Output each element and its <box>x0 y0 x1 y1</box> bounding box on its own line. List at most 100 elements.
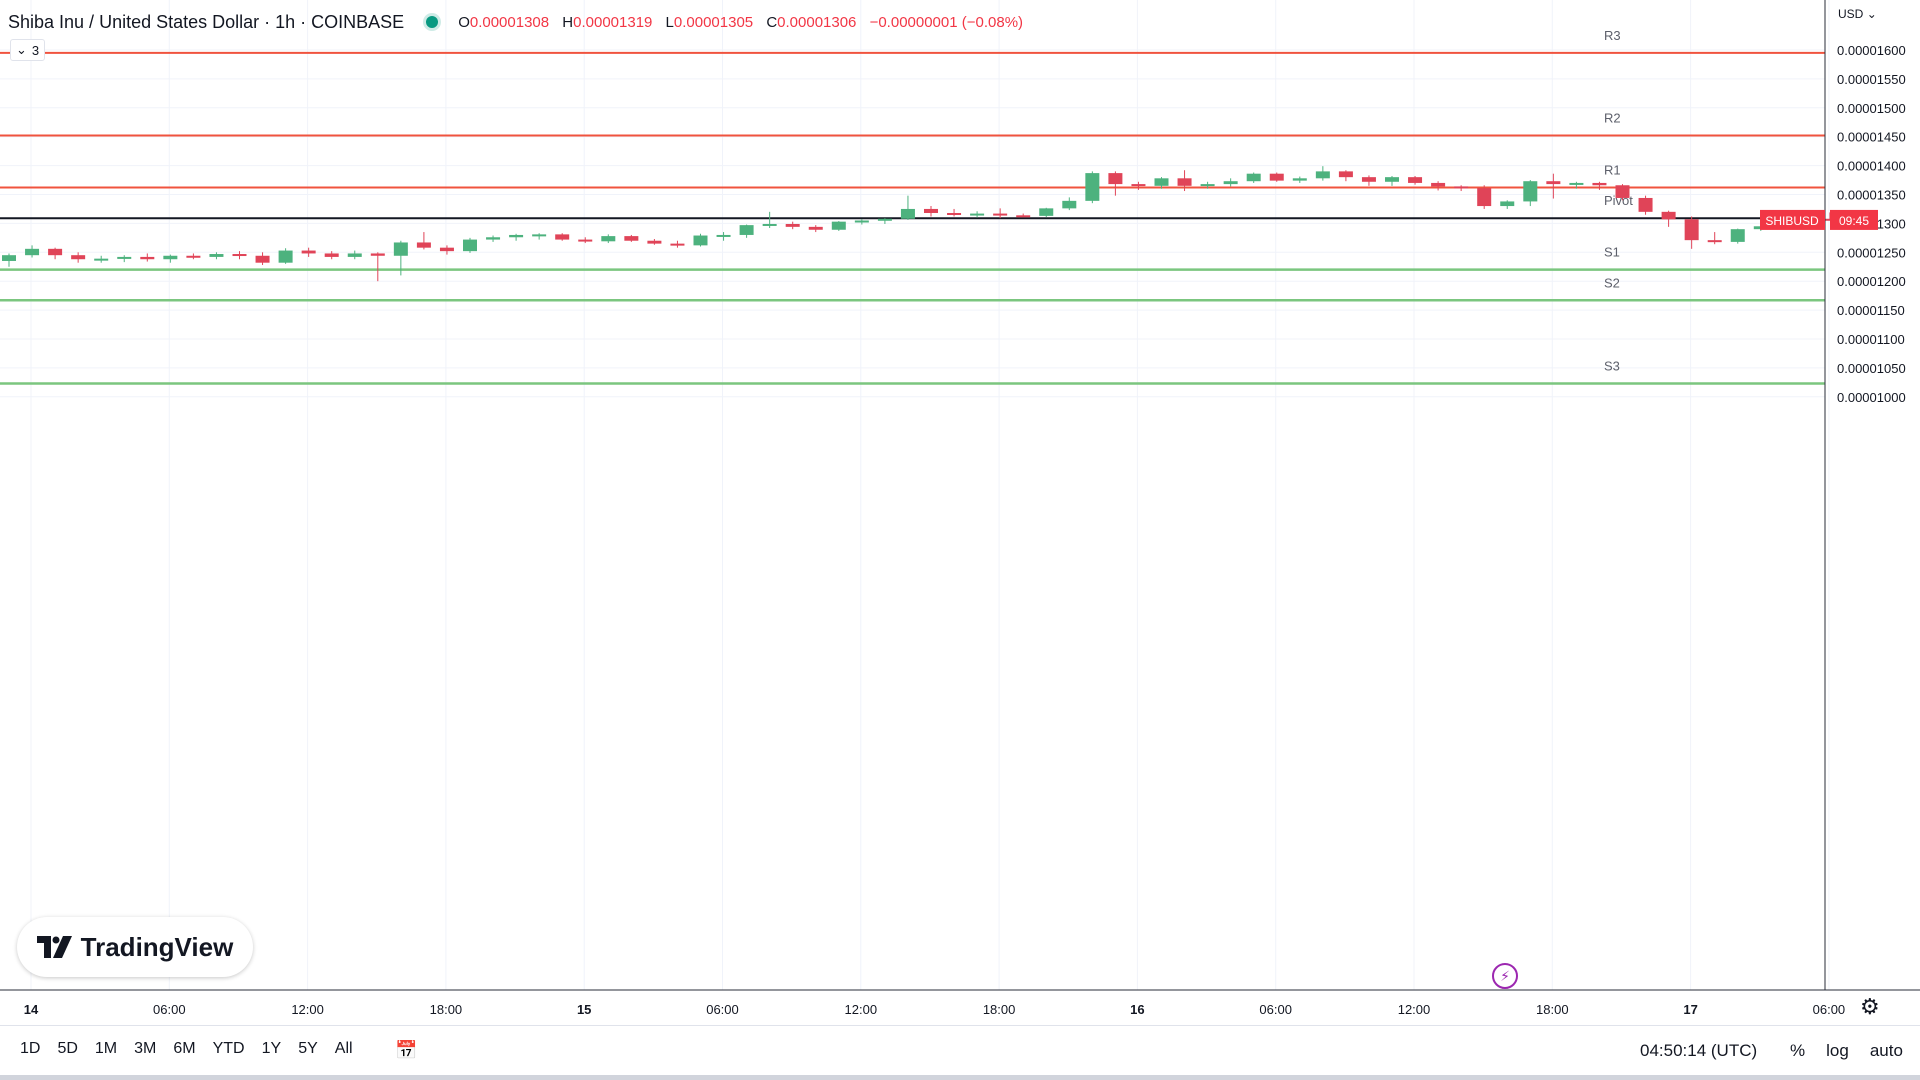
candle-body <box>1177 178 1192 186</box>
candle-body <box>1822 218 1837 221</box>
price-tick-label: 0.00001000 <box>1837 390 1906 405</box>
candle-body <box>1085 173 1100 201</box>
candle-body <box>1131 184 1146 187</box>
candle-body <box>578 239 593 242</box>
range-1d-button[interactable]: 1D <box>20 1040 41 1057</box>
gear-icon[interactable]: ⚙ <box>1860 994 1880 1019</box>
range-5y-button[interactable]: 5Y <box>298 1040 318 1057</box>
range-1m-button[interactable]: 1M <box>94 1040 118 1057</box>
candle-body <box>1246 173 1261 182</box>
candle-body <box>877 218 892 221</box>
time-tick-label: 12:00 <box>291 1002 324 1017</box>
time-tick-label: 18:00 <box>983 1002 1016 1017</box>
candle-body <box>1730 229 1745 242</box>
high-key: H <box>562 13 574 31</box>
candle-body <box>555 234 570 240</box>
candle-body <box>854 220 869 223</box>
candle-body <box>1385 177 1399 182</box>
tradingview-logo[interactable]: TradingView <box>17 917 253 977</box>
candle-body <box>347 253 362 257</box>
ticker-label: SHIBUSD <box>1765 214 1819 228</box>
time-tick-label: 12:00 <box>845 1002 878 1017</box>
price-tick-label: 0.00001050 <box>1837 361 1906 376</box>
range-all-button[interactable]: All <box>334 1040 353 1057</box>
candle-body <box>2 255 16 261</box>
candle-body <box>1408 177 1423 183</box>
price-tick-label: 0.00001250 <box>1837 245 1906 260</box>
log-scale-button[interactable]: log <box>1826 1041 1849 1060</box>
price-tick-label: 0.00001600 <box>1837 43 1906 58</box>
candle-body <box>1546 181 1561 185</box>
lightning-icon[interactable]: ⚡ <box>1492 963 1518 989</box>
candle-body <box>393 242 408 256</box>
candle-body <box>1200 184 1215 187</box>
candle-body <box>232 254 247 257</box>
percent-scale-button[interactable]: % <box>1790 1041 1806 1060</box>
candle-body <box>209 254 224 257</box>
candle-body <box>1569 182 1584 185</box>
candle-body <box>117 256 132 259</box>
indicator-count: 3 <box>31 42 40 58</box>
level-label-r3: R3 <box>1604 28 1621 43</box>
level-label-s3: S3 <box>1604 358 1620 373</box>
candle-body <box>624 236 639 241</box>
candle-body <box>716 234 731 237</box>
candle-body <box>601 236 616 242</box>
candle-body <box>1338 171 1353 178</box>
time-tick-label: 06:00 <box>1259 1002 1292 1017</box>
price-tick-label: 0.00001500 <box>1837 101 1906 116</box>
time-tick-label: 06:00 <box>706 1002 739 1017</box>
candle-body <box>1592 182 1607 186</box>
candle-body <box>1615 185 1630 198</box>
indicators-toggle[interactable]: ⌄ 3 <box>10 39 46 61</box>
range-ytd-button[interactable]: YTD <box>212 1040 245 1057</box>
time-tick-label: 18:00 <box>430 1002 463 1017</box>
range-6m-button[interactable]: 6M <box>173 1040 196 1057</box>
candle-body <box>1638 197 1653 212</box>
range-3m-button[interactable]: 3M <box>134 1040 157 1057</box>
candle-body <box>48 248 63 256</box>
candle-body <box>1062 200 1077 209</box>
candle-body <box>416 242 431 248</box>
candle-body <box>1500 201 1515 207</box>
candle-body <box>1108 173 1123 185</box>
price-tick-label: 0.00001550 <box>1837 72 1906 87</box>
range-1y-button[interactable]: 1Y <box>261 1040 282 1057</box>
candle-body <box>670 243 685 246</box>
chevron-down-icon: ⌄ <box>1866 7 1877 21</box>
time-tick-label: 18:00 <box>1536 1002 1569 1017</box>
axes: 0.00001600 0.00001550 0.00001500 0.00001450… <box>0 0 1920 1017</box>
candle-body <box>1523 181 1538 202</box>
candle-body <box>1154 178 1169 186</box>
currency-selector[interactable]: USD ⌄ <box>1838 7 1877 21</box>
candle-body <box>947 212 962 215</box>
candle-body <box>1269 173 1284 181</box>
close-value: 0.00001306 <box>777 13 857 31</box>
ticker-badge <box>1760 209 1825 230</box>
candle-body <box>900 208 915 219</box>
utc-clock[interactable]: 04:50:14 (UTC) <box>1640 1041 1758 1060</box>
calendar-icon[interactable]: 📅 <box>395 1040 418 1060</box>
candle-body <box>993 213 1008 216</box>
candle-body <box>94 258 109 261</box>
ohlc-values: O0.00001308 H0.00001319 L0.00001305 C0.0… <box>458 14 1032 31</box>
auto-scale-button[interactable]: auto <box>1869 1041 1903 1060</box>
candle-body <box>532 234 547 237</box>
candle-body <box>1361 177 1376 182</box>
candle-body <box>1223 181 1238 185</box>
candles <box>2 166 1837 282</box>
time-tick-label: 15 <box>577 1002 591 1017</box>
candle-body <box>1707 240 1722 243</box>
candle-body <box>1684 219 1699 241</box>
candle-body <box>924 208 938 213</box>
price-tick-label: 0.00001400 <box>1837 159 1906 174</box>
candle-body <box>1477 188 1492 207</box>
tv-logo-icon <box>36 936 72 958</box>
time-tick-label: 06:00 <box>153 1002 186 1017</box>
candle-body <box>1454 186 1469 189</box>
change-value: −0.00000001 (−0.08%) <box>869 13 1024 31</box>
level-label-r2: R2 <box>1604 111 1621 126</box>
range-5d-button[interactable]: 5D <box>57 1040 78 1057</box>
symbol-title[interactable]: Shiba Inu / United States Dollar · 1h · … <box>8 11 405 32</box>
